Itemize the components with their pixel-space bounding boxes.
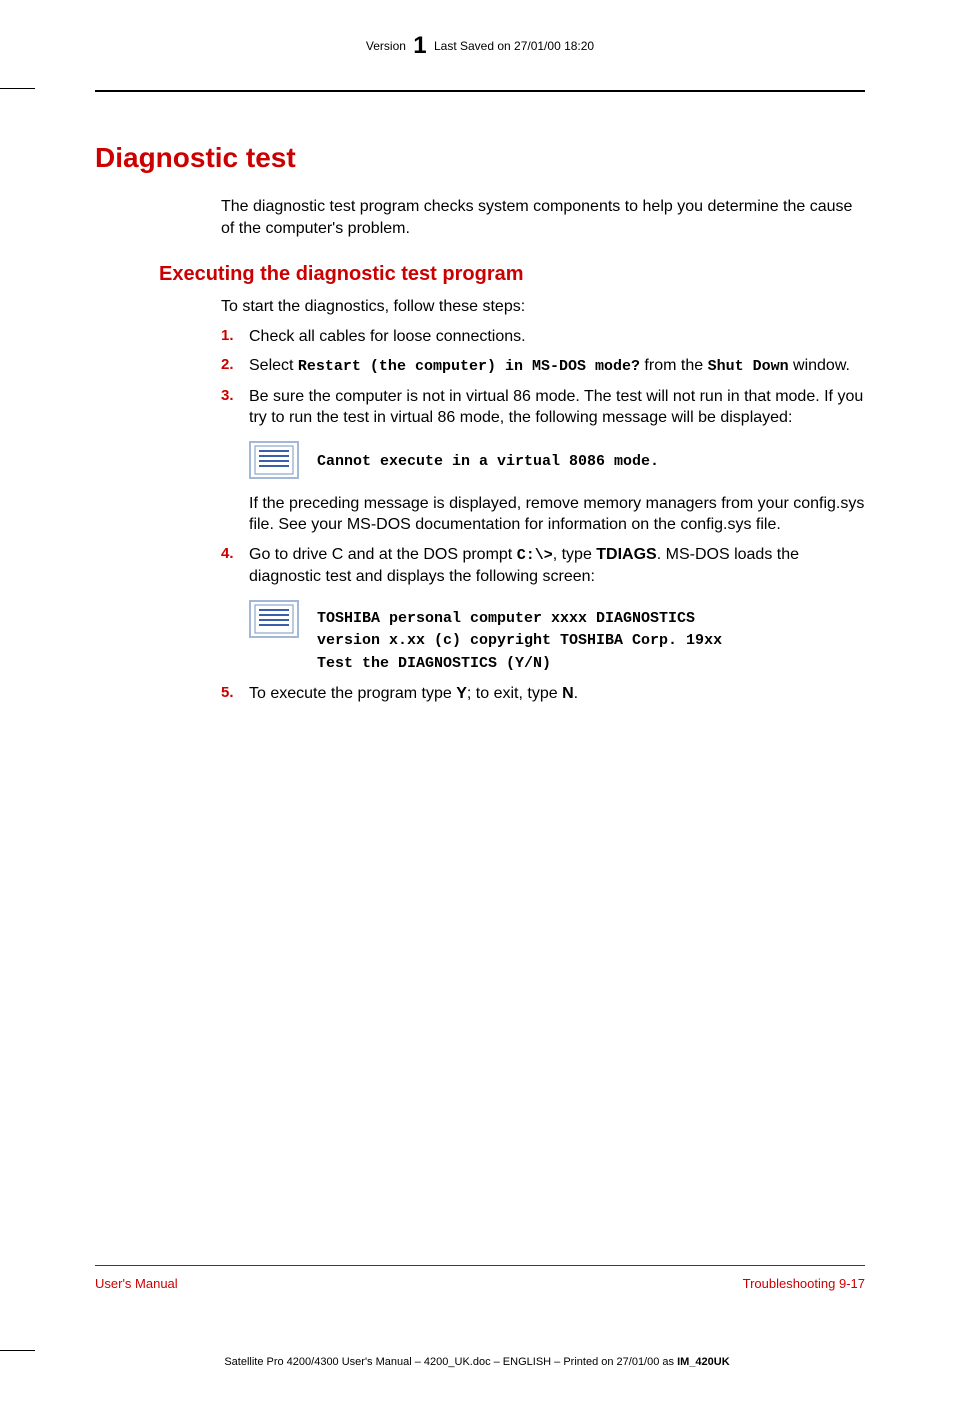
heading-1: Diagnostic test (95, 142, 865, 174)
step-number: 1. (221, 326, 234, 346)
step-3: 3. Be sure the computer is not in virtua… (221, 386, 865, 429)
step-number: 2. (221, 355, 234, 375)
step-number: 5. (221, 683, 234, 703)
step-2: 2. Select Restart (the computer) in MS-D… (221, 355, 865, 377)
crop-mark-bottom (0, 1350, 35, 1351)
step-text-c: window. (789, 357, 850, 374)
step-1: 1. Check all cables for loose connection… (221, 326, 865, 348)
bold-text: N (562, 685, 574, 702)
step-text: Be sure the computer is not in virtual 8… (249, 388, 863, 427)
note-text: Cannot execute in a virtual 8086 mode. (317, 441, 659, 474)
step-text-b: ; to exit, type (467, 685, 562, 702)
step-text: Check all cables for loose connections. (249, 328, 526, 345)
bold-text: Y (456, 685, 467, 702)
lead-text: To start the diagnostics, follow these s… (221, 296, 865, 318)
step-number: 4. (221, 544, 234, 564)
last-saved-text: Last Saved on 27/01/00 18:20 (434, 39, 594, 53)
footer-rule (95, 1265, 865, 1266)
footer-right: Troubleshooting 9-17 (743, 1276, 865, 1291)
note-line-1: TOSHIBA personal computer xxxx DIAGNOSTI… (317, 608, 722, 631)
print-code: IM_420UK (677, 1356, 730, 1368)
step-number: 3. (221, 386, 234, 406)
footer: User's Manual Troubleshooting 9-17 (95, 1276, 865, 1291)
note-row-2: TOSHIBA personal computer xxxx DIAGNOSTI… (249, 600, 865, 676)
header-version-line: Version 1 Last Saved on 27/01/00 18:20 (95, 32, 865, 60)
note-line-2: version x.xx (c) copyright TOSHIBA Corp.… (317, 630, 722, 653)
note-text-block: TOSHIBA personal computer xxxx DIAGNOSTI… (317, 600, 722, 676)
note-row-1: Cannot execute in a virtual 8086 mode. (249, 441, 865, 479)
step-text-a: To execute the program type (249, 685, 456, 702)
header-rule (95, 90, 865, 92)
version-number: 1 (409, 32, 430, 59)
mono-text: C:\> (517, 547, 553, 564)
step-text-a: Go to drive C and at the DOS prompt (249, 546, 517, 563)
step-text-b: , type (553, 546, 597, 563)
footer-left: User's Manual (95, 1276, 178, 1291)
step-text-b: from the (640, 357, 708, 374)
step-text-c: . (574, 685, 578, 702)
print-info: Satellite Pro 4200/4300 User's Manual – … (0, 1356, 954, 1368)
step-5: 5. To execute the program type Y; to exi… (221, 683, 865, 705)
mono-text: Shut Down (708, 358, 789, 375)
intro-text: The diagnostic test program checks syste… (221, 196, 865, 239)
page-content: Version 1 Last Saved on 27/01/00 18:20 D… (95, 0, 865, 705)
crop-mark-top (0, 88, 35, 89)
mono-text: Restart (the computer) in MS-DOS mode? (298, 358, 640, 375)
step-text-a: Select (249, 357, 298, 374)
bold-text: TDIAGS (596, 546, 656, 563)
version-label: Version (366, 39, 406, 53)
heading-2: Executing the diagnostic test program (159, 263, 865, 286)
document-icon (249, 600, 299, 638)
step-3-follow: If the preceding message is displayed, r… (249, 493, 865, 536)
document-icon (249, 441, 299, 479)
step-4: 4. Go to drive C and at the DOS prompt C… (221, 544, 865, 588)
print-text: Satellite Pro 4200/4300 User's Manual – … (224, 1356, 677, 1368)
note-line-3: Test the DIAGNOSTICS (Y/N) (317, 653, 722, 676)
